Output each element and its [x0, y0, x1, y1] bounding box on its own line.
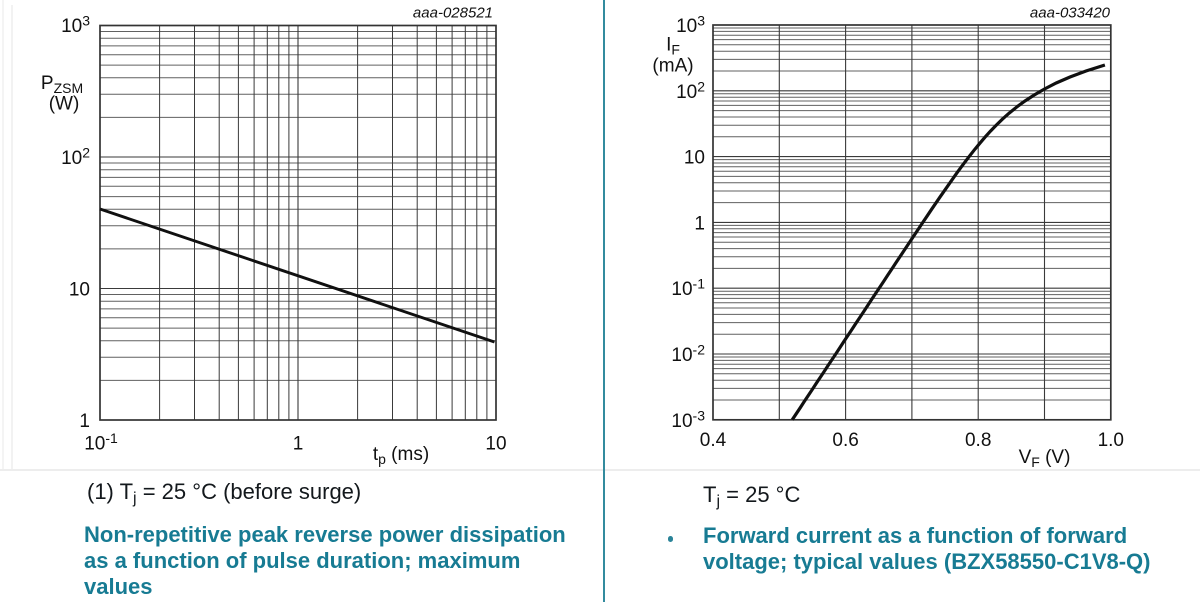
- svg-text:102​: 102​: [676, 78, 705, 103]
- svg-text:(mA): (mA): [652, 56, 693, 77]
- svg-text:10-3​: 10-3​: [671, 407, 705, 432]
- svg-text:102​: 102​: [61, 145, 90, 170]
- svg-text:0.4: 0.4: [700, 430, 727, 451]
- svg-text:0.6: 0.6: [832, 430, 858, 451]
- svg-text:IF​: IF​: [666, 34, 680, 57]
- svg-text:aaa-033420: aaa-033420: [1030, 5, 1111, 22]
- svg-text:10-1​: 10-1​: [84, 430, 118, 455]
- svg-text:tp​ (ms): tp​ (ms): [373, 444, 429, 467]
- svg-text:VF​ (V): VF​ (V): [1019, 447, 1071, 470]
- svg-text:1.0: 1.0: [1098, 430, 1124, 451]
- svg-text:10: 10: [69, 280, 90, 301]
- svg-text:1: 1: [79, 411, 90, 432]
- svg-text:10: 10: [485, 434, 506, 455]
- svg-text:10-1​: 10-1​: [671, 276, 705, 301]
- svg-text:1: 1: [293, 434, 304, 455]
- svg-text:0.8: 0.8: [965, 430, 991, 451]
- svg-text:aaa-028521: aaa-028521: [413, 5, 493, 22]
- svg-text:103​: 103​: [676, 13, 705, 38]
- svg-text:10-2​: 10-2​: [671, 342, 705, 367]
- svg-text:(W): (W): [49, 94, 80, 115]
- svg-text:1: 1: [694, 213, 705, 234]
- svg-text:10: 10: [684, 148, 705, 169]
- svg-text:103​: 103​: [61, 13, 90, 38]
- svg-text:PZSM​: PZSM​: [41, 73, 83, 96]
